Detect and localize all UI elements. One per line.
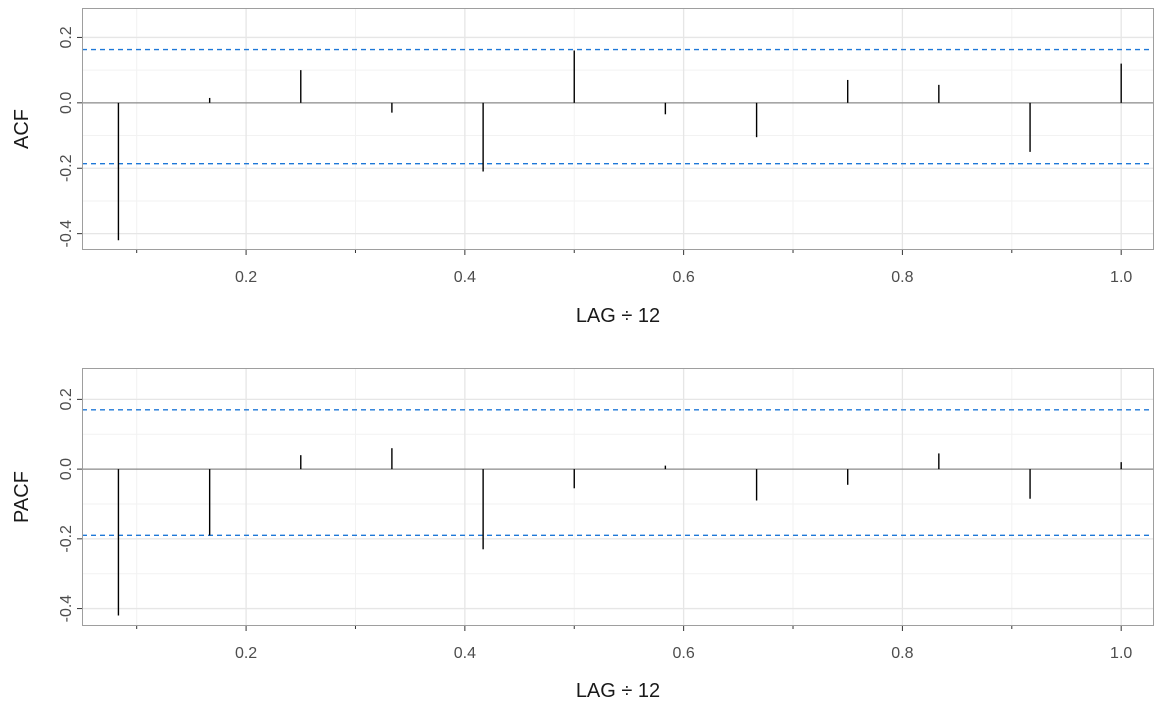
pacf-x-axis-title: LAG ÷ 12: [576, 680, 660, 702]
acf-panel: -0.4 -0.2 0.0 0.2 0.2 0.4 0.6 0.8 1.0 LAG ÷ 12 ACF: [11, 8, 1154, 327]
acf-y-tick-label: 0.2: [58, 26, 75, 48]
acf-x-axis-title: LAG ÷ 12: [576, 305, 660, 327]
acf-x-tick-label: 0.2: [235, 269, 257, 286]
acf-y-tick-label: 0.0: [58, 92, 75, 114]
acf-x-tick-label: 1.0: [1110, 269, 1132, 286]
acf-x-tick-label: 0.6: [673, 269, 695, 286]
pacf-x-tick-label: 0.8: [891, 645, 913, 662]
acf-y-axis-title: ACF: [11, 109, 33, 149]
pacf-y-tick-label: 0.2: [58, 388, 75, 410]
pacf-x-tick-label: 1.0: [1110, 645, 1132, 662]
pacf-x-tick-label: 0.2: [235, 645, 257, 662]
pacf-panel-background: [82, 368, 1154, 626]
pacf-y-axis-title: PACF: [11, 471, 33, 523]
pacf-x-tick-label: 0.4: [454, 645, 476, 662]
pacf-y-tick-label: -0.2: [58, 525, 75, 553]
acf-panel-background: [82, 8, 1154, 250]
pacf-y-tick-label: 0.0: [58, 458, 75, 480]
pacf-x-tick-label: 0.6: [673, 645, 695, 662]
acf-x-tick-label: 0.4: [454, 269, 476, 286]
acf-y-tick-label: -0.4: [58, 220, 75, 248]
pacf-y-tick-label: -0.4: [58, 595, 75, 623]
acf-y-tick-label: -0.2: [58, 154, 75, 182]
pacf-panel: -0.4 -0.2 0.0 0.2 0.2 0.4 0.6 0.8 1.0 LAG ÷ 12 PAC…: [11, 368, 1154, 702]
acf-x-tick-label: 0.8: [891, 269, 913, 286]
